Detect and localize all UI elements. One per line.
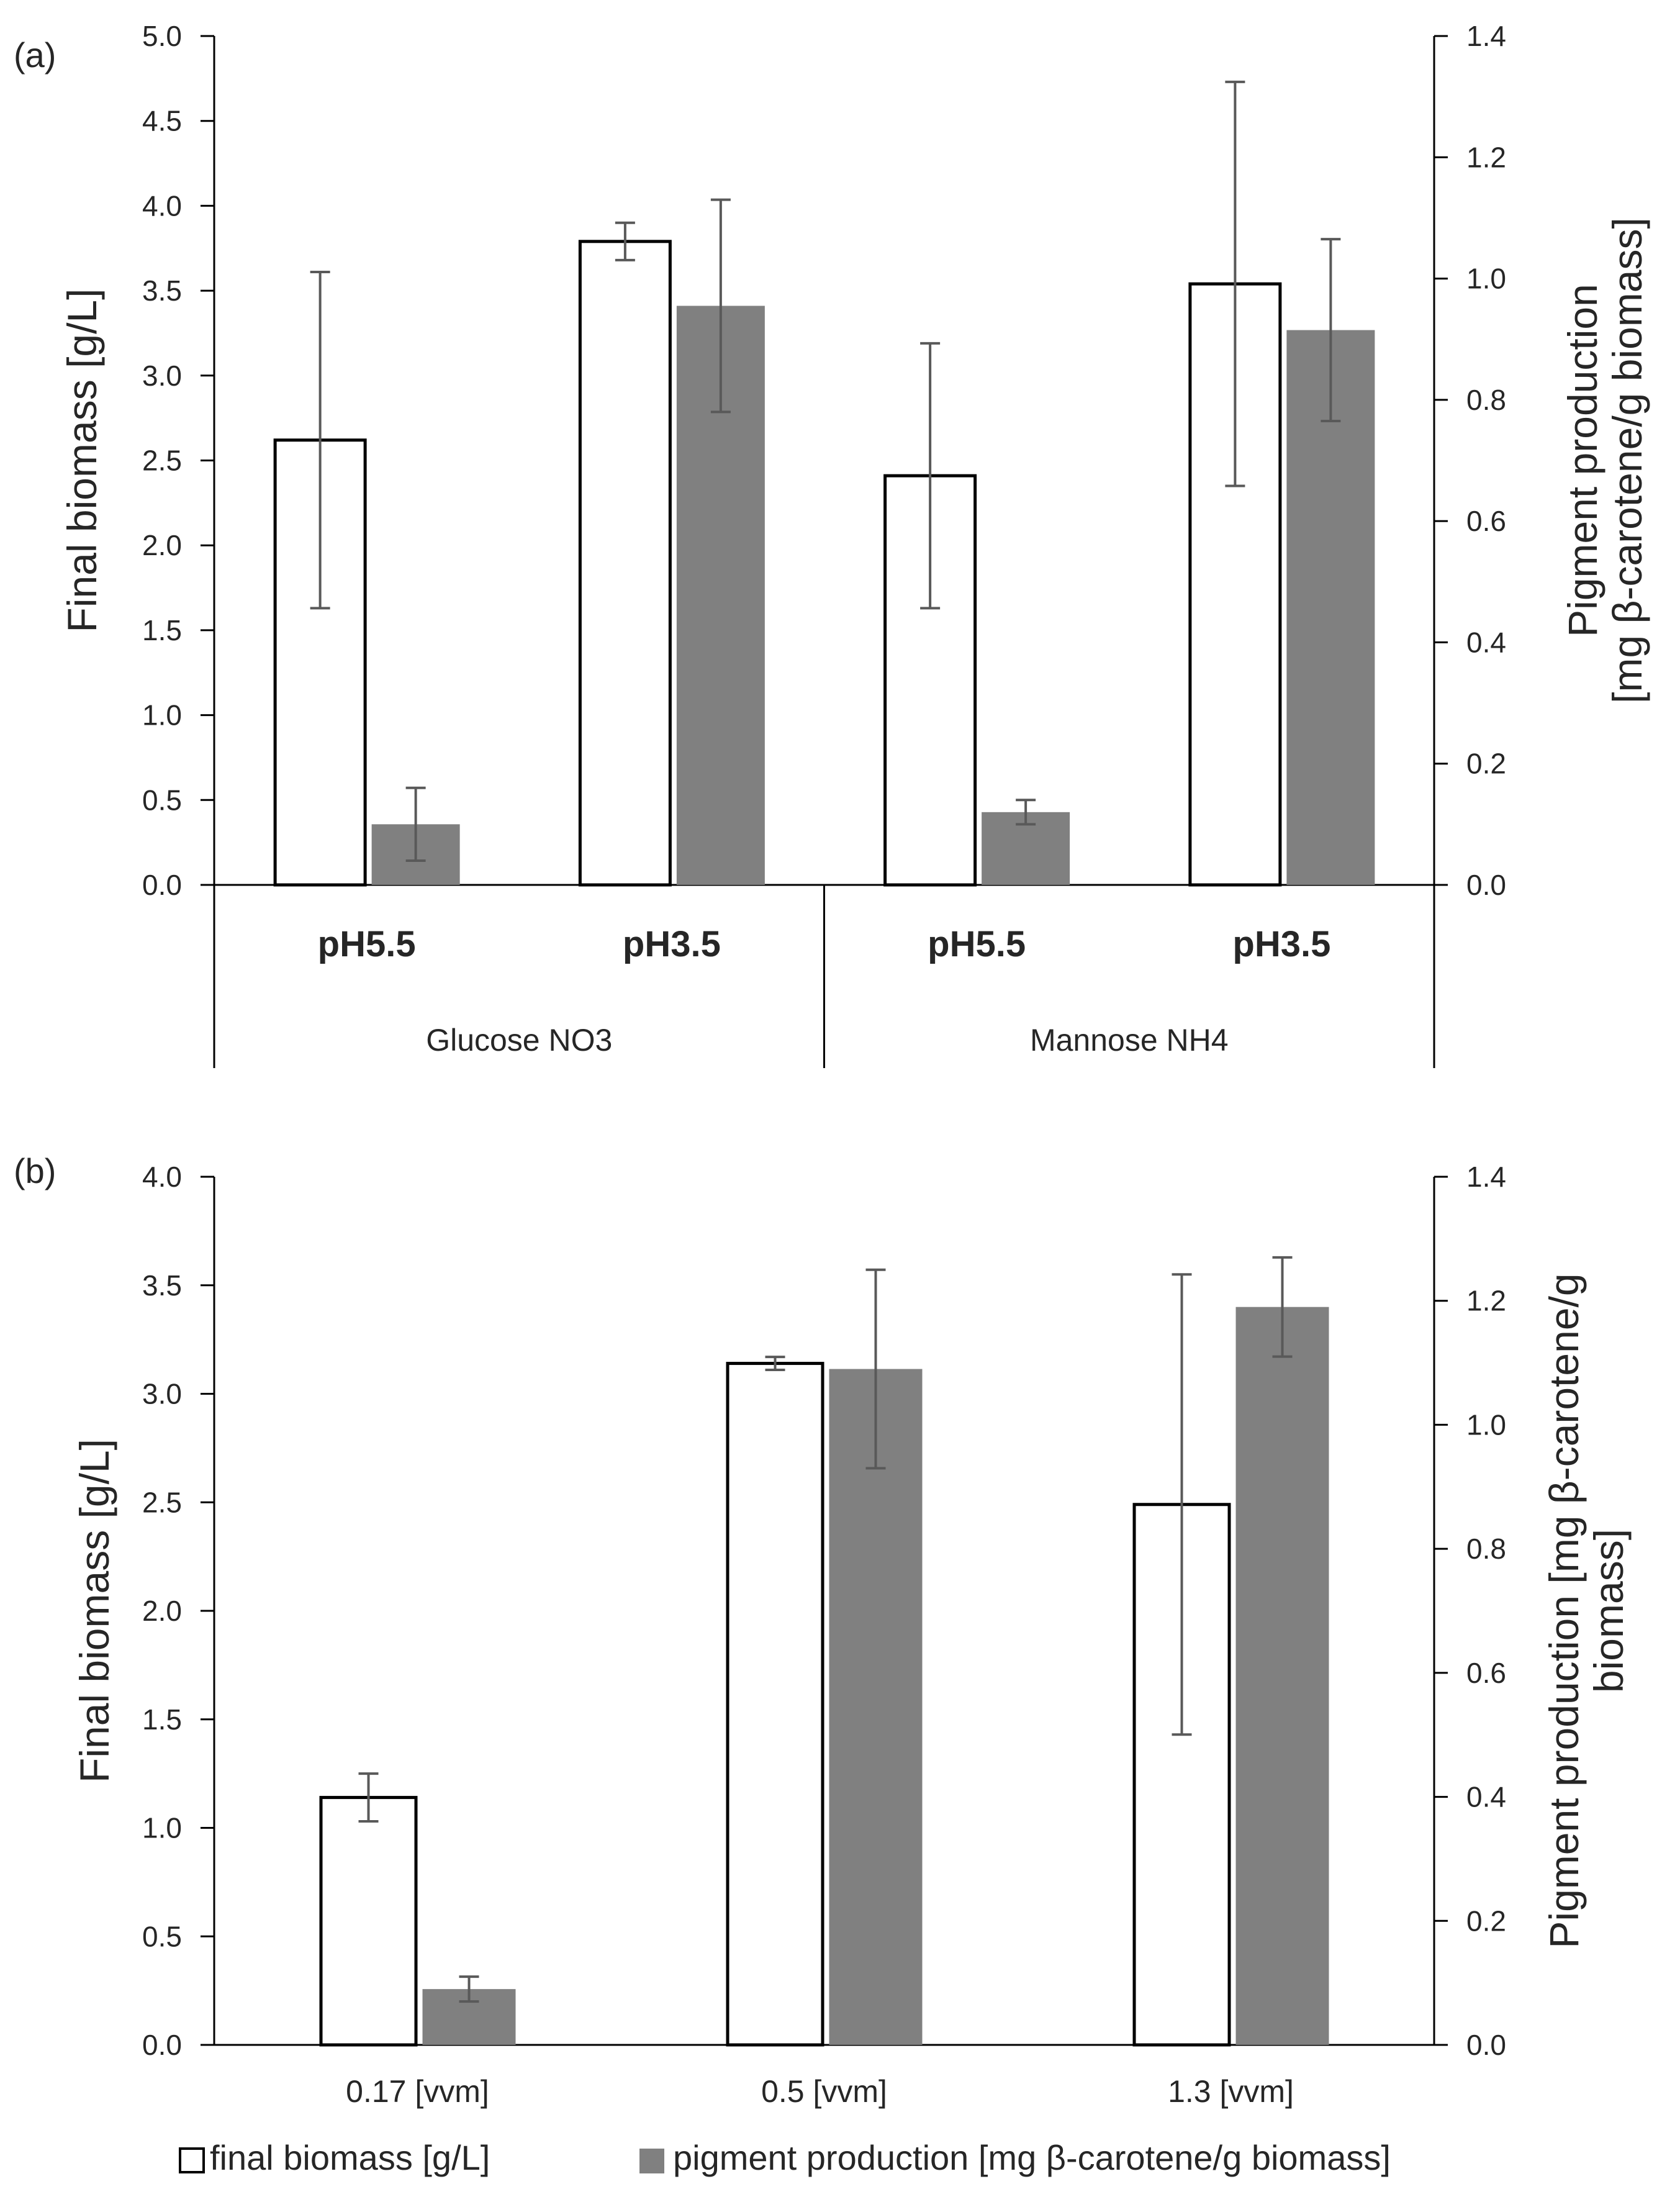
panel-a-category-label: pH5.5 <box>928 924 1026 964</box>
panel-b-bar-biomass <box>726 1362 824 2047</box>
panel-b-left-tick-label: 3.5 <box>142 1269 182 1302</box>
panel-b-right-tick-label: 0.8 <box>1466 1533 1506 1565</box>
panel-b-right-tick-label: 1.2 <box>1466 1285 1506 1317</box>
panel-a-panel-label: (a) <box>14 35 56 75</box>
panel-a-category-label: pH3.5 <box>1232 924 1330 964</box>
panel-a-right-tick-label: 0.6 <box>1466 505 1506 537</box>
panel-a-right-tick-label: 0.8 <box>1466 384 1506 416</box>
panel-b-right-tick-label: 1.4 <box>1466 1161 1506 1193</box>
panel-b-left-tick-label: 4.0 <box>142 1161 182 1193</box>
panel-b-category-label: 1.3 [vvm] <box>1168 2074 1294 2109</box>
panel-b-y-axis-right-title: biomass] <box>1586 1529 1632 1693</box>
panel-a-y-axis-right-title: Pigment production <box>1560 284 1605 637</box>
panel-a-right-tick-label: 1.4 <box>1466 20 1506 52</box>
panel-b-category-label: 0.5 [vvm] <box>761 2074 887 2109</box>
panel-b-right-tick-label: 0.2 <box>1466 1905 1506 1937</box>
panel-a-left-tick-label: 3.0 <box>142 360 182 392</box>
panel-b-y-axis-right-title: Pigment production [mg β-carotene/g <box>1541 1273 1587 1948</box>
panel-a-chart: (a) 0.0 0.5 1.0 1.5 2.0 2.5 3.0 3.5 4.0 4.5 5.0 0.0 0… <box>14 20 1650 1068</box>
legend-swatch-biomass <box>179 2147 205 2173</box>
panel-a-left-tick-label: 1.5 <box>142 614 182 646</box>
legend-label-biomass: final biomass [g/L] <box>210 2138 490 2177</box>
panel-a-left-tick-label: 0.0 <box>142 869 182 901</box>
panel-b-bar-pigment <box>1235 1307 1329 2045</box>
panel-b-y-axis-title: Final biomass [g/L] <box>71 1439 117 1783</box>
panel-b-category-label: 0.17 [vvm] <box>346 2074 489 2109</box>
panel-a-right-tick-label: 0.2 <box>1466 748 1506 780</box>
panel-a-right-tick-label: 1.0 <box>1466 263 1506 295</box>
panel-a-category-label: pH3.5 <box>623 924 721 964</box>
panel-b-right-tick-label: 1.0 <box>1466 1408 1506 1441</box>
panel-a-y-axis-right-title: [mg β-carotene/g biomass] <box>1604 217 1650 704</box>
panel-b-bar-biomass <box>319 1796 418 2047</box>
panel-a-group-label: Mannose NH4 <box>1030 1023 1229 1058</box>
panel-a-left-tick-label: 5.0 <box>142 20 182 52</box>
panel-a-right-tick-label: 1.2 <box>1466 141 1506 173</box>
panel-b-right-tick-label: 0.4 <box>1466 1781 1506 1813</box>
panel-a-left-tick-label: 2.5 <box>142 445 182 477</box>
panel-b-bar-pigment <box>829 1369 923 2045</box>
legend-label-pigment: pigment production [mg β-carotene/g biom… <box>673 2138 1391 2177</box>
panel-a-left-tick-label: 2.0 <box>142 529 182 561</box>
panel-a-left-tick-label: 3.5 <box>142 274 182 307</box>
panel-b-left-tick-label: 2.0 <box>142 1595 182 1627</box>
panel-a-group-label: Glucose NO3 <box>426 1023 612 1058</box>
panel-b-left-tick-label: 0.5 <box>142 1920 182 1952</box>
panel-a-y-axis-title: Final biomass [g/L] <box>59 289 105 633</box>
panel-a-right-tick-label: 0.0 <box>1466 869 1506 901</box>
panel-b-right-tick-label: 0.6 <box>1466 1657 1506 1689</box>
panel-a-left-tick-label: 0.5 <box>142 784 182 816</box>
panel-b-chart: (b) 0.0 0.5 1.0 1.5 2.0 2.5 3.0 3.5 4.0 0.0 0.2 0.4 0… <box>14 1151 1632 2109</box>
panel-a-left-tick-label: 1.0 <box>142 699 182 732</box>
panel-a-left-tick-label: 4.5 <box>142 105 182 137</box>
panel-a-category-label: pH5.5 <box>318 924 416 964</box>
panel-a-bar-pigment <box>1286 330 1375 885</box>
panel-b-left-tick-label: 1.0 <box>142 1812 182 1844</box>
chart-legend: final biomass [g/L] pigment production [… <box>179 2138 1391 2177</box>
panel-b-left-tick-label: 0.0 <box>142 2029 182 2061</box>
panel-b-left-tick-label: 3.0 <box>142 1378 182 1410</box>
panel-a-bar-biomass <box>578 240 672 887</box>
panel-b-right-tick-label: 0.0 <box>1466 2029 1506 2061</box>
panel-b-panel-label: (b) <box>14 1151 56 1190</box>
panel-b-left-tick-label: 2.5 <box>142 1486 182 1518</box>
panel-b-left-tick-label: 1.5 <box>142 1703 182 1736</box>
panel-a-right-tick-label: 0.4 <box>1466 626 1506 658</box>
legend-swatch-pigment <box>639 2149 664 2173</box>
panel-a-left-tick-label: 4.0 <box>142 189 182 222</box>
